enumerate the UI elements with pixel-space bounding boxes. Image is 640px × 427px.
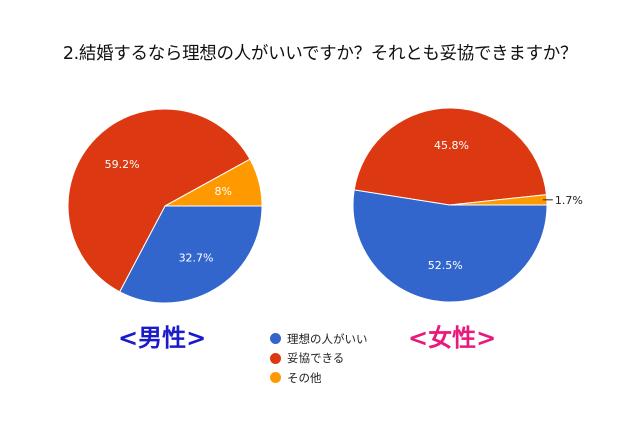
pie-slice (119, 205, 263, 304)
legend-label: 妥協できる (287, 351, 345, 366)
legend-item-other: その他 (270, 368, 368, 388)
pie-slice (352, 189, 548, 303)
slice-label: 52.5% (428, 259, 463, 272)
pie-slice (164, 158, 263, 207)
legend-label: その他 (287, 370, 322, 385)
legend-dot-icon (270, 352, 281, 364)
female-label: <女性> (408, 324, 497, 352)
slice-label: 32.7% (179, 252, 214, 265)
legend-dot-icon (270, 372, 281, 384)
legend: 理想の人がいい 妥協できる その他 (270, 329, 368, 388)
pie-slice (353, 107, 547, 206)
legend-label: 理想の人がいい (287, 331, 368, 346)
legend-item-compromise: 妥協できる (270, 349, 368, 369)
chart-title: 2.結婚するなら理想の人がいいですか？それとも妥協できますか？ (62, 44, 578, 64)
male-label: <男性> (118, 324, 207, 352)
legend-item-ideal: 理想の人がいい (270, 329, 368, 349)
pie-slice (67, 108, 251, 293)
legend-dot-icon (270, 333, 281, 345)
slice-label: 8% (215, 185, 232, 198)
slice-label: 59.2% (105, 158, 140, 171)
slice-label: 45.8% (434, 139, 469, 152)
slice-label: 1.7% (555, 194, 583, 207)
